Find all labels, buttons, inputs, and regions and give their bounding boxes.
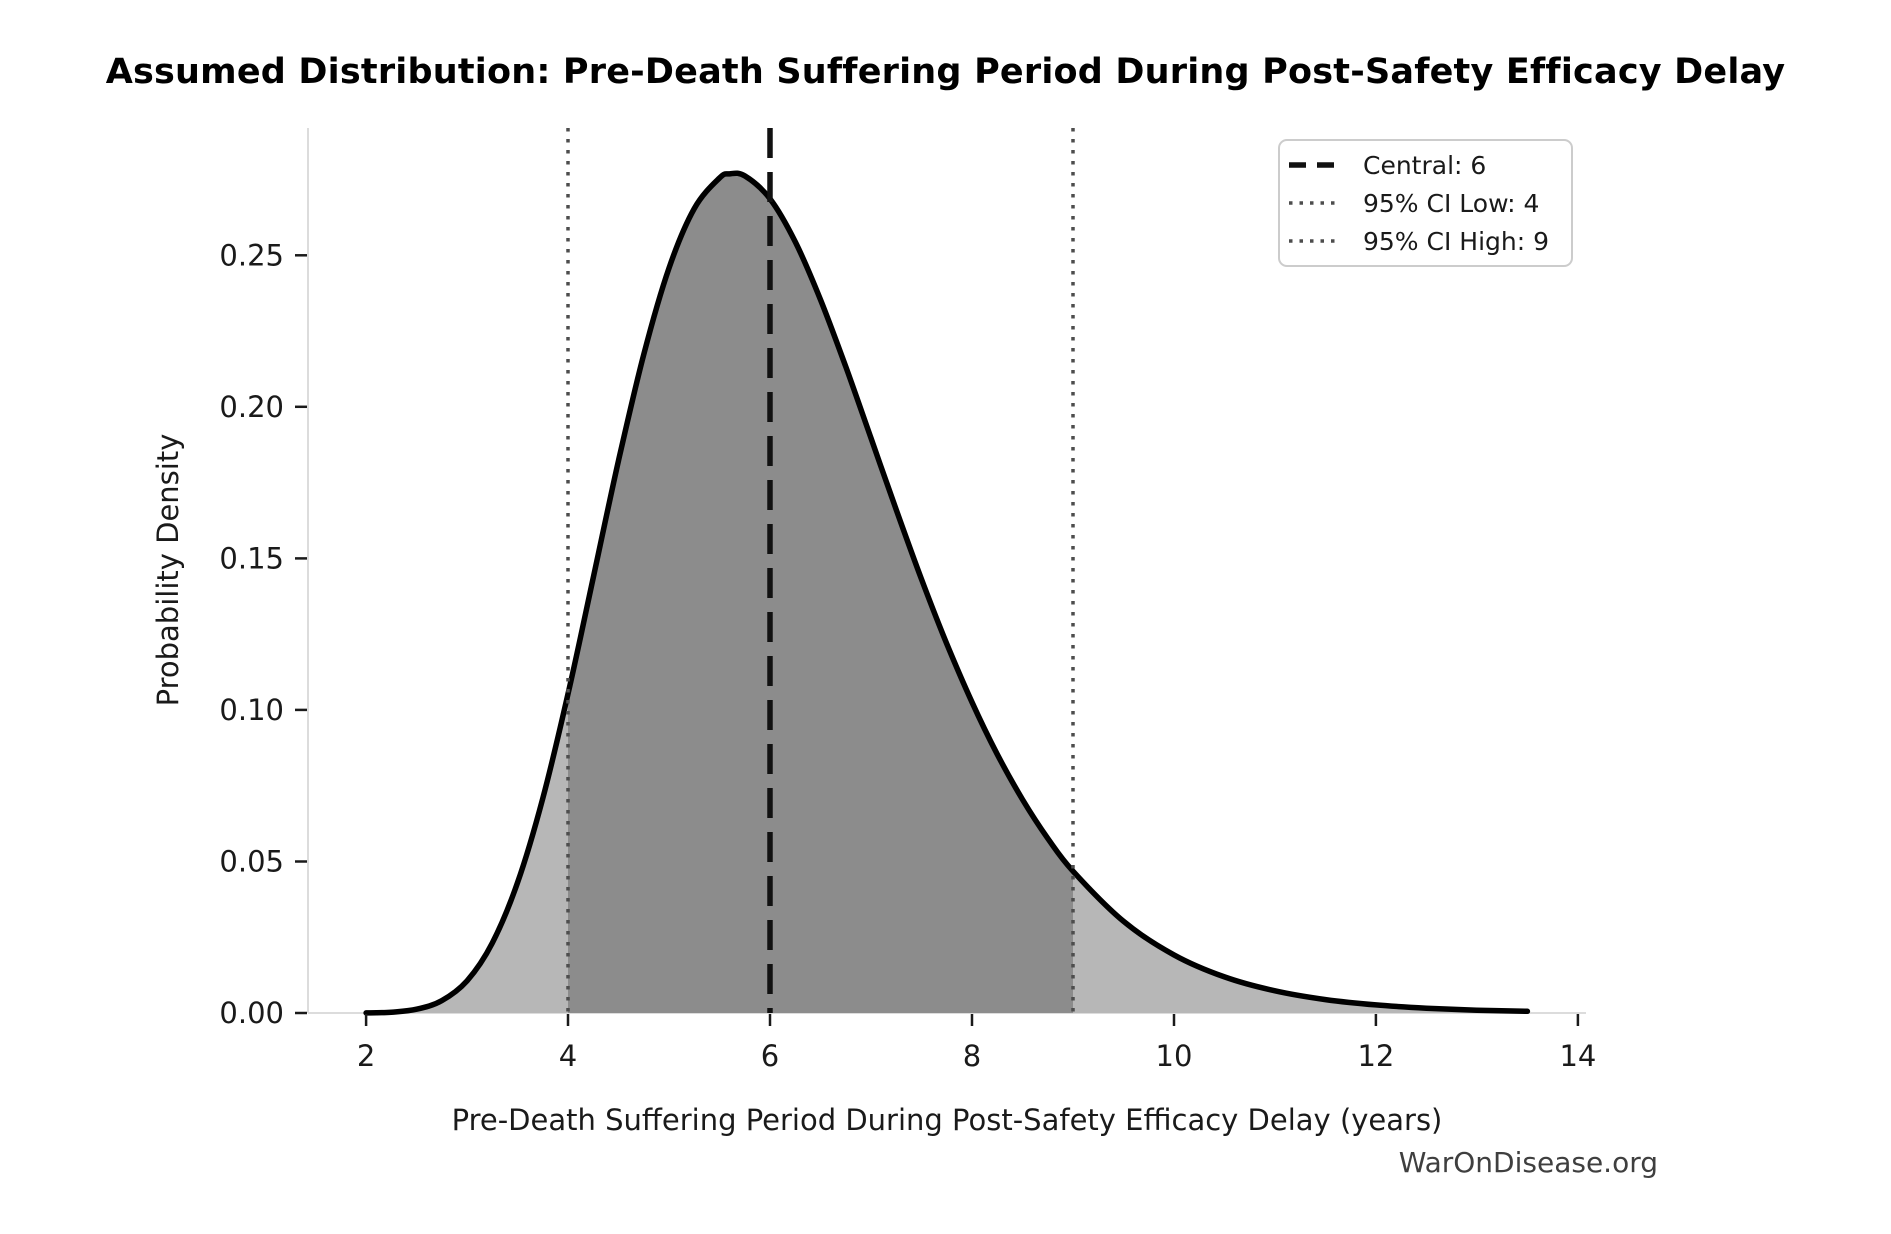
density-curve bbox=[363, 170, 1531, 1016]
watermark-text: WarOnDisease.org bbox=[1398, 1146, 1658, 1179]
y-tick-label: 0.05 bbox=[219, 845, 284, 879]
legend-item-central: Central: 6 bbox=[1289, 146, 1559, 184]
y-tick-label: 0.00 bbox=[219, 996, 284, 1030]
ci-fill bbox=[568, 173, 1073, 1013]
x-tick-label: 6 bbox=[761, 1039, 779, 1073]
x-tick-label: 12 bbox=[1357, 1039, 1394, 1073]
y-tick-label: 0.15 bbox=[219, 541, 284, 575]
dotted-line-icon bbox=[1289, 201, 1337, 205]
legend-label: 95% CI Low: 4 bbox=[1363, 188, 1540, 218]
dotted-line-icon bbox=[1289, 239, 1337, 243]
y-tick-label: 0.20 bbox=[219, 390, 284, 424]
legend-label: Central: 6 bbox=[1363, 150, 1487, 180]
x-tick-label: 4 bbox=[559, 1039, 577, 1073]
x-tick-label: 8 bbox=[963, 1039, 981, 1073]
legend-item-ci-high: 95% CI High: 9 bbox=[1289, 222, 1559, 260]
y-tick-label: 0.10 bbox=[219, 693, 284, 727]
x-tick-label: 10 bbox=[1156, 1039, 1193, 1073]
chart-title: Assumed Distribution: Pre-Death Sufferin… bbox=[105, 52, 1786, 92]
x-axis-label: Pre-Death Suffering Period During Post-S… bbox=[451, 1103, 1443, 1137]
legend-item-ci-low: 95% CI Low: 4 bbox=[1289, 184, 1559, 222]
dashed-line-icon bbox=[1289, 162, 1337, 168]
legend-box: Central: 6 95% CI Low: 4 95% CI High: 9 bbox=[1278, 139, 1573, 267]
legend-label: 95% CI High: 9 bbox=[1363, 226, 1550, 256]
x-tick-label: 14 bbox=[1559, 1039, 1596, 1073]
x-tick-label: 2 bbox=[357, 1039, 375, 1073]
y-axis-label: Probability Density bbox=[151, 433, 185, 707]
y-tick-label: 0.25 bbox=[219, 238, 284, 272]
